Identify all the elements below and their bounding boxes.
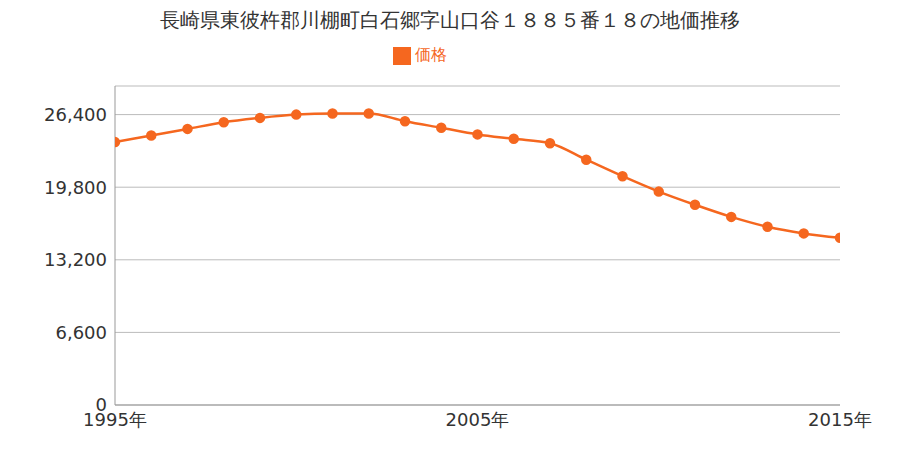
svg-text:13,200: 13,200	[44, 249, 107, 270]
svg-text:2005年: 2005年	[446, 409, 510, 430]
html-text:長崎県東彼杵郡川棚町白石郷字山口谷１８８５番１８の地価推移: 長崎県東彼杵郡川棚町白石郷字山口谷１８８５番１８の地価推移	[160, 8, 740, 32]
svg-text:1995年: 1995年	[83, 409, 147, 430]
svg-text:26,400: 26,400	[44, 104, 107, 125]
svg-text:2015年: 2015年	[808, 409, 872, 430]
svg-text:19,800: 19,800	[44, 177, 107, 198]
svg-text:6,600: 6,600	[55, 322, 107, 343]
html-text:価格: 価格	[415, 45, 447, 64]
svg-text:0: 0	[96, 394, 107, 415]
